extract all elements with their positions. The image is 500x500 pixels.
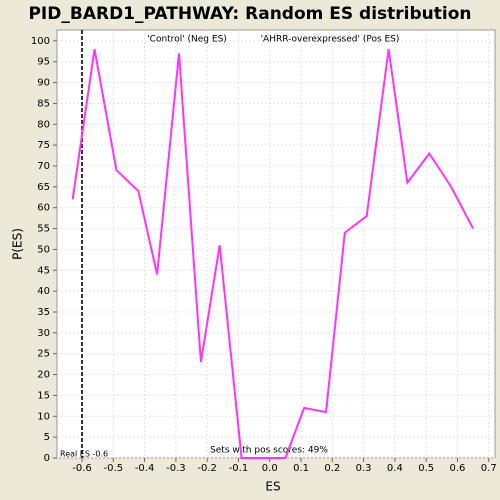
- y-tick-label: 20: [37, 370, 50, 381]
- x-tick-label: 0.2: [324, 463, 340, 474]
- x-tick-label: -0.1: [229, 463, 249, 474]
- x-tick-label: -0.5: [104, 463, 124, 474]
- y-axis-label: P(ES): [11, 228, 25, 260]
- x-tick-label: -0.2: [197, 463, 217, 474]
- y-tick-label: 70: [37, 161, 50, 172]
- y-tick-label: 15: [37, 390, 50, 401]
- data-line: [71, 49, 474, 459]
- legend-entry: 'AHRR-overexpressed' (Pos ES): [261, 35, 400, 45]
- y-tick-label: 90: [37, 78, 50, 89]
- y-tick-label: 80: [37, 119, 50, 130]
- y-tick-label: 95: [37, 57, 50, 68]
- x-tick-label: 0.5: [418, 463, 434, 474]
- x-tick-label: -0.4: [135, 463, 155, 474]
- chart-title: PID_BARD1_PATHWAY: Random ES distributio…: [28, 4, 471, 24]
- y-tick-label: 75: [37, 140, 50, 151]
- y-tick-label: 30: [37, 328, 50, 339]
- legend-entry: 'Control' (Neg ES): [147, 35, 227, 45]
- y-tick-label: 65: [37, 182, 50, 193]
- x-tick-label: 0.6: [450, 463, 466, 474]
- y-tick-label: 50: [37, 244, 50, 255]
- y-tick-label: 35: [37, 307, 50, 318]
- x-axis-label: ES: [265, 480, 280, 494]
- x-tick-label: -0.6: [72, 463, 92, 474]
- x-tick-label: 0.1: [293, 463, 309, 474]
- y-tick-label: 85: [37, 98, 50, 109]
- y-tick-label: 45: [37, 265, 50, 276]
- x-tick-label: 0.7: [481, 463, 497, 474]
- y-tick-label: 60: [37, 203, 50, 214]
- y-tick-label: 55: [37, 224, 50, 235]
- y-tick-label: 40: [37, 286, 50, 297]
- x-tick-label: 0.0: [262, 463, 278, 474]
- y-tick-label: 100: [31, 36, 50, 47]
- y-tick-label: 5: [44, 432, 50, 443]
- x-tick-label: 0.4: [387, 463, 403, 474]
- x-tick-label: -0.3: [166, 463, 186, 474]
- annotation: Sets with pos scores: 49%: [210, 446, 328, 456]
- y-tick-label: 0: [44, 453, 50, 464]
- plot-area: [56, 29, 496, 459]
- real-es-label: Real ES -0.6: [60, 450, 108, 459]
- y-tick-label: 25: [37, 349, 50, 360]
- x-tick-label: 0.3: [356, 463, 372, 474]
- y-tick-label: 10: [37, 411, 50, 422]
